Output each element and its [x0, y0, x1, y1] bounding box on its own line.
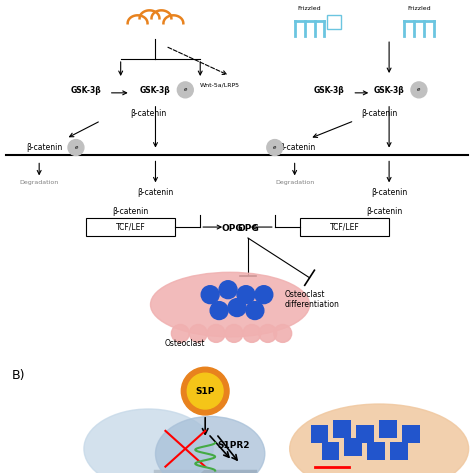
Circle shape [68, 139, 84, 155]
Text: GSK-3β: GSK-3β [314, 86, 345, 95]
FancyBboxPatch shape [356, 425, 374, 443]
Text: GSK-3β: GSK-3β [374, 86, 404, 95]
FancyBboxPatch shape [333, 420, 351, 438]
Text: S1P: S1P [195, 387, 215, 396]
Ellipse shape [151, 272, 310, 337]
Text: e: e [74, 145, 78, 150]
Circle shape [182, 367, 229, 415]
FancyBboxPatch shape [86, 218, 175, 236]
Text: Osteoclast
differentiation: Osteoclast differentiation [285, 290, 339, 310]
Ellipse shape [189, 325, 207, 342]
Text: TCF/LEF: TCF/LEF [329, 223, 359, 232]
Text: β-catenin: β-catenin [112, 207, 149, 216]
Text: GSK-3β: GSK-3β [71, 86, 101, 95]
Circle shape [219, 281, 237, 299]
Ellipse shape [84, 409, 213, 474]
Text: Osteoclast: Osteoclast [165, 339, 206, 348]
FancyBboxPatch shape [402, 425, 420, 443]
Circle shape [237, 286, 255, 304]
Ellipse shape [243, 325, 261, 342]
Text: β-catenin: β-catenin [366, 207, 402, 216]
Text: e: e [183, 87, 187, 92]
FancyBboxPatch shape [367, 442, 385, 460]
FancyBboxPatch shape [328, 15, 341, 29]
FancyBboxPatch shape [379, 420, 397, 438]
FancyBboxPatch shape [345, 438, 362, 456]
Ellipse shape [225, 325, 243, 342]
Text: Wnt-5a/LRP5: Wnt-5a/LRP5 [200, 83, 240, 88]
Text: Degradation: Degradation [19, 180, 59, 185]
Text: Frizzled: Frizzled [298, 6, 321, 11]
Ellipse shape [207, 325, 225, 342]
Ellipse shape [274, 325, 292, 342]
Text: OPG: OPG [237, 224, 259, 233]
Text: Frizzled: Frizzled [407, 6, 431, 11]
Text: β-catenin: β-catenin [280, 143, 316, 152]
Text: β-catenin: β-catenin [361, 109, 398, 118]
Text: β-catenin: β-catenin [26, 143, 63, 152]
FancyBboxPatch shape [321, 442, 339, 460]
Text: e: e [273, 145, 276, 150]
Ellipse shape [172, 325, 189, 342]
Text: GSK-3β: GSK-3β [140, 86, 171, 95]
Text: TCF/LEF: TCF/LEF [116, 223, 146, 232]
FancyBboxPatch shape [300, 218, 389, 236]
Text: β-catenin: β-catenin [131, 109, 167, 118]
Circle shape [177, 82, 193, 98]
Circle shape [255, 286, 273, 304]
Text: S1PR2: S1PR2 [217, 441, 250, 450]
Ellipse shape [155, 417, 265, 474]
FancyBboxPatch shape [390, 442, 408, 460]
Text: Degradation: Degradation [275, 180, 314, 185]
Circle shape [228, 299, 246, 317]
Text: OPG: OPG [221, 224, 243, 233]
Text: β-catenin: β-catenin [371, 188, 407, 197]
Text: B): B) [11, 369, 25, 382]
Ellipse shape [259, 325, 277, 342]
Text: e: e [417, 87, 420, 92]
Circle shape [267, 139, 283, 155]
Ellipse shape [290, 404, 469, 474]
Circle shape [210, 301, 228, 319]
Circle shape [201, 286, 219, 304]
Circle shape [187, 373, 223, 409]
Text: β-catenin: β-catenin [137, 188, 173, 197]
FancyBboxPatch shape [310, 425, 328, 443]
Circle shape [246, 301, 264, 319]
Circle shape [411, 82, 427, 98]
